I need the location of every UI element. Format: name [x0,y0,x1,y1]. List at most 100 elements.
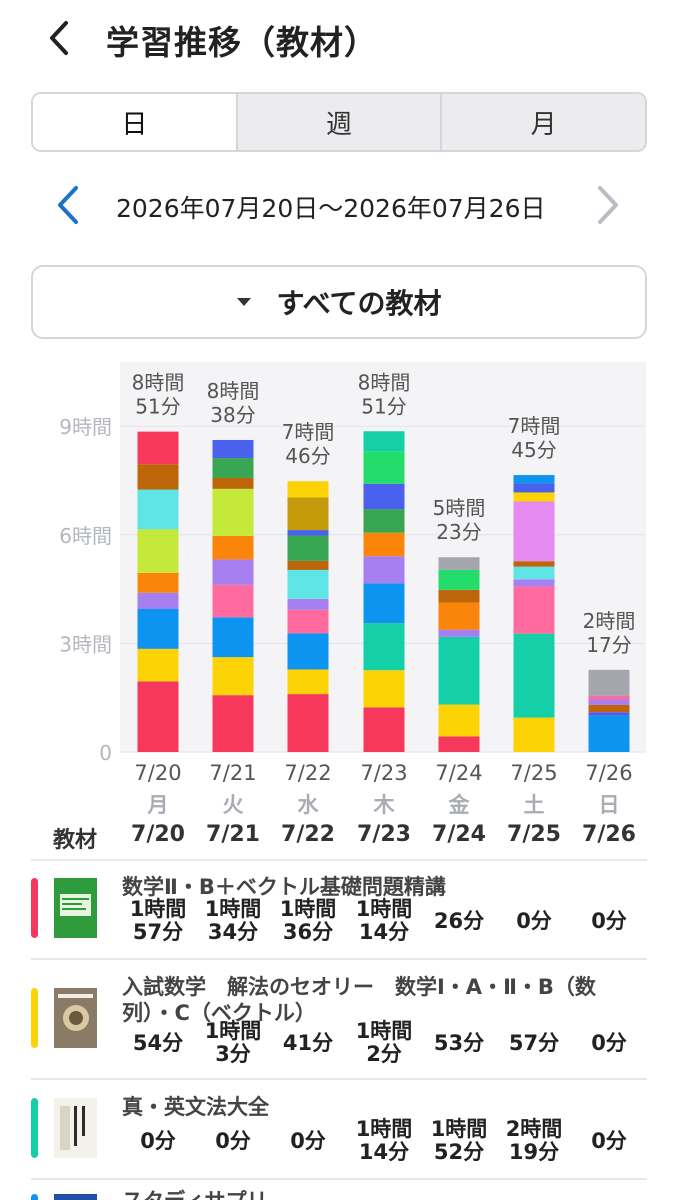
study-time-chart: 0 3時間 6時間 9時間 8時間 51分 7/20 月 8時間 38分 7/21 火 7時間 46分 7/… [0,362,677,852]
bar-segment [363,451,405,484]
study-time-cell: 1時間 14分 [355,1117,413,1164]
y-tick-label: 9時間 [59,415,112,439]
period-segmented-control: 日 週 月 [31,92,647,152]
bar-segment [513,475,555,484]
table-header-label: 教材 [52,828,98,853]
bar-segment [287,669,329,695]
segment-month[interactable]: 月 [440,94,645,150]
bar-segment [363,670,405,708]
book-cover-thumbnail [54,988,97,1048]
bar-segment [137,681,179,752]
bar-segment [588,704,630,713]
bar-segment [513,501,555,562]
stacked-bar-chart: 0 3時間 6時間 9時間 8時間 51分 7/20 月 8時間 38分 7/21 火 7時間 46分 7/… [59,362,646,817]
material-filter-dropdown[interactable]: すべての教材 [31,265,647,339]
divider [31,1078,647,1080]
segment-week[interactable]: 週 [235,94,441,150]
x-tick-label: 7/21 [209,761,256,785]
bar-segment [137,464,179,490]
bar-segment [513,586,555,634]
bar-segment [287,560,329,570]
weekday-label: 火 [223,793,244,817]
chevron-right-icon[interactable] [588,182,628,228]
bar-segment [588,699,630,705]
study-time-cell: 1時間 57分 [129,897,187,944]
bar-segment [287,598,329,610]
table-date-4: 7/24 [432,822,486,847]
bar-segment [212,584,254,618]
bar-segment [363,483,405,510]
bar-segment [513,633,555,718]
study-time-cell: 2時間 19分 [505,1117,563,1164]
bar-segment [588,712,630,716]
weekday-label: 金 [448,793,471,817]
back-arrow-icon[interactable] [40,18,80,58]
bar-segment [363,509,405,533]
bar-segment [363,556,405,584]
study-time-cell: 1時間 14分 [355,897,413,944]
segment-day[interactable]: 日 [33,94,236,150]
caret-down-icon [236,298,251,306]
material-color-bar [31,988,38,1048]
study-time-cell: 0分 [140,1129,176,1153]
table-date-0: 7/20 [131,822,185,847]
study-time-cell: 1時間 52分 [430,1117,488,1164]
bar-segment [287,609,329,634]
material-color-bar [31,1098,38,1158]
bar-segment [212,559,254,585]
x-tick-label: 7/23 [360,761,407,785]
table-date-3: 7/23 [357,822,411,847]
bar-segment [137,609,179,649]
bar-segment [438,736,480,752]
bar-segment [513,717,555,752]
table-date-header: 教材 7/20 7/21 7/22 7/23 7/24 7/25 7/26 [0,822,677,858]
bar-segment [438,704,480,737]
bar-segment [438,602,480,630]
bar-segment [438,629,480,637]
bar-total-label: 8時間 51分 [358,370,411,418]
date-range-label: 2026年07月20日〜2026年07月26日 [116,194,546,223]
bar-segment [438,589,480,603]
weekday-label: 月 [147,793,169,817]
bar-segment [137,648,179,682]
bar-segment [287,481,329,498]
divider [31,958,647,960]
study-time-cell: 41分 [282,1031,334,1055]
bar-segment [588,695,630,700]
weekday-label: 日 [599,793,620,817]
bar-segment [588,715,630,752]
bar-total-label: 5時間 23分 [433,496,486,544]
x-tick-label: 7/24 [435,761,482,785]
bar-segment [363,532,405,557]
material-name: スタディサプリ [122,1188,642,1200]
material-color-bar [31,878,38,938]
bar-segment [513,561,555,567]
bar-segment [287,497,329,531]
bar-segment [588,669,630,696]
filter-label: すべての教材 [276,287,442,320]
study-time-cell: 1時間 36分 [279,897,337,944]
material-name: 数学Ⅱ・B＋ベクトル基礎問題精講 [122,875,446,899]
divider [31,1178,647,1180]
book-cover-thumbnail [54,1098,97,1158]
study-time-cell: 0分 [516,909,552,933]
study-time-cell: 0分 [290,1129,326,1153]
bar-segment [287,569,329,599]
study-time-cell: 0分 [591,1031,627,1055]
divider [31,859,647,861]
material-color-bar [31,1194,38,1200]
bar-total-label: 8時間 51分 [132,371,185,419]
page-title: 学習推移（教材） [106,23,378,62]
table-date-1: 7/21 [206,822,260,847]
bar-segment [137,592,179,610]
bar-segment [137,431,179,465]
bar-segment [212,458,254,478]
chevron-left-icon[interactable] [48,182,88,228]
material-name: 真・英文法大全 [122,1095,269,1119]
bar-segment [137,572,179,593]
bar-segment [513,566,555,580]
x-tick-label: 7/20 [134,761,181,785]
study-time-cell: 0分 [591,1129,627,1153]
bar-segment [287,633,329,670]
bar-segment [212,695,254,752]
